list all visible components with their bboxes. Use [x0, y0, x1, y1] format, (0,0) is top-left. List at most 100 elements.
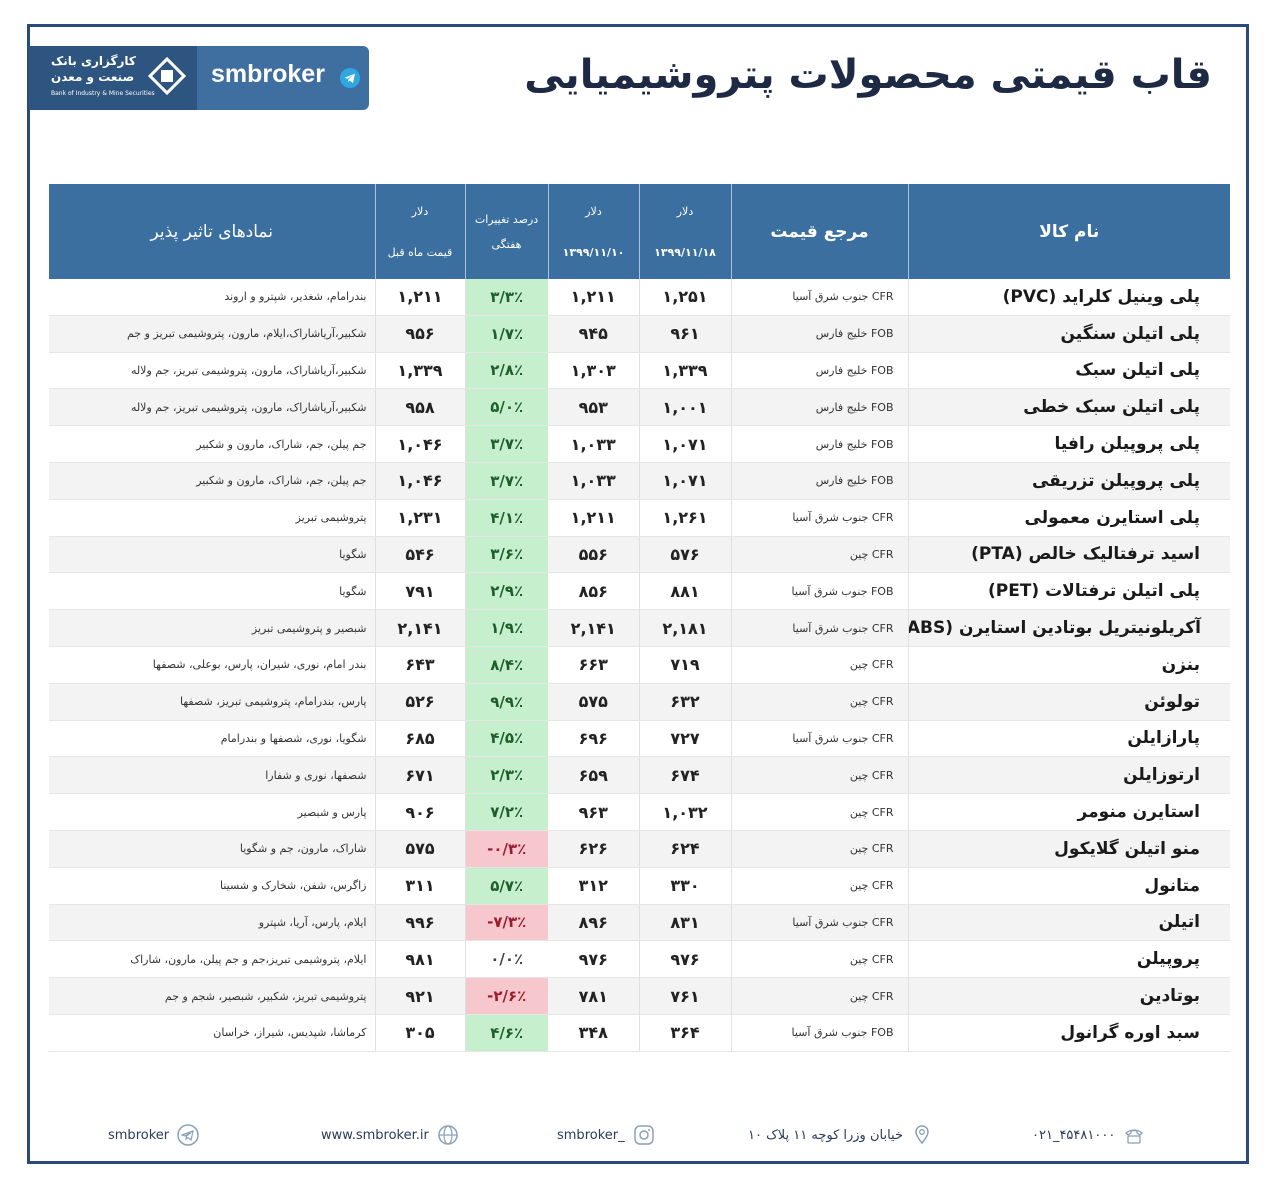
cell-price-reference: CFR چین — [731, 867, 909, 905]
table-row: شگویا، نوری، شصفها و بندرامام ۶۸۵ ۴/۵٪ ۶۹۶ ۷… — [49, 720, 1230, 758]
cell-prev-month-price: ۶۸۵ — [375, 720, 466, 758]
brand-banner: کارگزاری بانک صنعت و معدن Bank of Indust… — [29, 46, 369, 110]
cell-price-date-2: ۱,۰۳۳ — [548, 462, 640, 500]
cell-price-date-2: ۸۵۶ — [548, 572, 640, 611]
footer-website-label: www.smbroker.ir — [321, 1127, 429, 1143]
cell-price-date-1: ۳۳۰ — [639, 867, 732, 905]
cell-price-date-2: ۳۴۸ — [548, 1014, 640, 1052]
cell-prev-month-price: ۱,۲۳۱ — [375, 499, 466, 537]
cell-product-name: ارتوزایلن — [908, 756, 1230, 795]
footer-website[interactable]: www.smbroker.ir — [321, 1124, 459, 1146]
cell-product-name: سبد اوره گرانول — [908, 1014, 1230, 1052]
cell-weekly-change: ۴/۵٪ — [465, 720, 548, 758]
footer-telegram-label: smbroker — [108, 1127, 170, 1143]
cell-product-name: آکریلونیتریل بوتادین استایرن (ABS) — [908, 609, 1230, 647]
page-frame — [27, 24, 1249, 1164]
header-date-1: دلار ۱۳۹۹/۱۱/۱۸ — [638, 184, 731, 279]
cell-price-date-1: ۶۲۴ — [639, 830, 732, 868]
instagram-icon — [633, 1125, 654, 1145]
cell-price-date-2: ۵۷۵ — [548, 683, 640, 721]
cell-price-date-1: ۷۲۷ — [639, 720, 732, 758]
cell-weekly-change: ۳/۷٪ — [465, 462, 548, 500]
cell-weekly-change: -۲/۶٪ — [465, 977, 548, 1015]
cell-price-date-2: ۹۴۵ — [548, 315, 640, 353]
footer-telegram[interactable]: smbroker — [108, 1124, 199, 1146]
cell-price-reference: FOB جنوب شرق آسیا — [731, 1014, 909, 1052]
cell-price-reference: CFR چین — [731, 977, 909, 1015]
cell-price-date-2: ۸۹۶ — [548, 904, 640, 942]
cell-prev-month-price: ۵۲۶ — [375, 683, 466, 721]
cell-price-date-1: ۱,۰۷۱ — [639, 462, 732, 500]
cell-weekly-change: -۷/۳٪ — [465, 904, 548, 942]
cell-product-name: پلی اتیلن سبک خطی — [908, 388, 1230, 427]
cell-price-date-2: ۱,۳۰۳ — [548, 352, 640, 390]
cell-price-date-1: ۶۷۴ — [639, 756, 732, 795]
cell-price-date-1: ۶۳۲ — [639, 683, 732, 721]
cell-prev-month-price: ۱,۳۳۹ — [375, 352, 466, 390]
cell-price-date-1: ۷۱۹ — [639, 646, 732, 684]
cell-price-reference: CFR چین — [731, 536, 909, 574]
cell-price-reference: FOB خلیج فارس — [731, 388, 909, 427]
table-row: شاراک، مارون، جم و شگویا ۵۷۵ -۰/۳٪ ۶۲۶ ۶۲۴ CF… — [49, 830, 1230, 868]
table-row: شبصیر و پتروشیمی تبریز ۲,۱۴۱ ۱/۹٪ ۲,۱۴۱ ۲,۱۸… — [49, 609, 1230, 647]
table-row: پارس، بندرامام، پتروشیمی تبریز، شصفها ۵۲۶… — [49, 683, 1230, 721]
cell-product-name: پلی وینیل کلراید (PVC) — [908, 279, 1230, 316]
footer-phone[interactable]: ۰۲۱_۴۵۴۸۱۰۰۰ — [1032, 1124, 1145, 1146]
cell-price-reference: CFR چین — [731, 793, 909, 831]
cell-symbols: شگویا، نوری، شصفها و بندرامام — [49, 720, 376, 758]
cell-symbols: کرماشا، شپدیس، شیراز، خراسان — [49, 1014, 376, 1052]
cell-price-date-1: ۸۸۱ — [639, 572, 732, 611]
cell-price-date-2: ۷۸۱ — [548, 977, 640, 1015]
cell-price-date-1: ۹۶۱ — [639, 315, 732, 353]
cell-prev-month-price: ۹۸۱ — [375, 940, 466, 979]
cell-product-name: پلی استایرن معمولی — [908, 499, 1230, 537]
cell-price-reference: FOB خلیج فارس — [731, 352, 909, 390]
cell-prev-month-price: ۶۷۱ — [375, 756, 466, 795]
table-row: پارس و شبصیر ۹۰۶ ۷/۲٪ ۹۶۳ ۱,۰۳۲ CFR چین استایر… — [49, 793, 1230, 831]
cell-symbols: شبصیر و پتروشیمی تبریز — [49, 609, 376, 647]
cell-prev-month-price: ۱,۰۴۶ — [375, 425, 466, 463]
cell-price-date-2: ۶۶۳ — [548, 646, 640, 684]
cell-price-reference: FOB جنوب شرق آسیا — [731, 572, 909, 611]
telegram-icon — [340, 68, 360, 88]
footer-phone-label: ۰۲۱_۴۵۴۸۱۰۰۰ — [1032, 1127, 1116, 1143]
logo-line-2: صنعت و معدن — [51, 70, 135, 84]
cell-price-date-1: ۱,۲۵۱ — [639, 279, 732, 316]
cell-weekly-change: ۴/۶٪ — [465, 1014, 548, 1052]
cell-prev-month-price: ۳۰۵ — [375, 1014, 466, 1052]
cell-product-name: پلی پروپیلن تزریقی — [908, 462, 1230, 500]
cell-prev-month-price: ۹۵۶ — [375, 315, 466, 353]
cell-weekly-change: ۵/۷٪ — [465, 867, 548, 905]
cell-product-name: پارازایلن — [908, 720, 1230, 758]
cell-price-date-1: ۹۷۶ — [639, 940, 732, 979]
cell-weekly-change: ۱/۷٪ — [465, 315, 548, 353]
table-row: بندرامام، شغدیر، شپترو و اروند ۱,۲۱۱ ۳/۳٪ ۱… — [49, 279, 1230, 316]
cell-weekly-change: ۷/۲٪ — [465, 793, 548, 831]
table-row: پتروشیمی تبریز، شکبیر، شبصیر، شجم و جم ۹۲… — [49, 977, 1230, 1015]
table-row: ایلام، پارس، آریا، شپترو ۹۹۶ -۷/۳٪ ۸۹۶ ۸۳۱ CF… — [49, 904, 1230, 942]
cell-symbols: شگویا — [49, 536, 376, 574]
cell-price-reference: FOB خلیج فارس — [731, 462, 909, 500]
cell-price-date-1: ۱,۰۷۱ — [639, 425, 732, 463]
cell-weekly-change: -۰/۳٪ — [465, 830, 548, 868]
cell-symbols: شکبیر،آریاشاراک،ایلام، مارون، پتروشیمی ت… — [49, 315, 376, 353]
cell-price-date-1: ۳۶۴ — [639, 1014, 732, 1052]
table-row: پتروشیمی تبریز ۱,۲۳۱ ۴/۱٪ ۱,۲۱۱ ۱,۲۶۱ CFR جنو… — [49, 499, 1230, 537]
cell-prev-month-price: ۵۷۵ — [375, 830, 466, 868]
header-symbols: نمادهای تاثیر پذیر — [49, 184, 375, 279]
cell-product-name: اسید ترفتالیک خالص (PTA) — [908, 536, 1230, 574]
telegram-outline-icon — [177, 1124, 199, 1146]
cell-weekly-change: ۴/۱٪ — [465, 499, 548, 537]
cell-price-date-2: ۵۵۶ — [548, 536, 640, 574]
cell-product-name: استایرن منومر — [908, 793, 1230, 831]
cell-price-date-2: ۶۹۶ — [548, 720, 640, 758]
footer-address: خیابان وزرا کوچه ۱۱ پلاک ۱۰ — [748, 1124, 933, 1146]
location-pin-icon — [915, 1125, 929, 1145]
cell-product-name: تولوئن — [908, 683, 1230, 721]
footer: smbroker www.smbroker.ir smbroker_ خیابا… — [30, 1118, 1248, 1158]
cell-price-date-1: ۲,۱۸۱ — [639, 609, 732, 647]
cell-price-reference: FOB خلیج فارس — [731, 425, 909, 463]
cell-prev-month-price: ۱,۰۴۶ — [375, 462, 466, 500]
footer-instagram[interactable]: smbroker_ — [557, 1124, 655, 1146]
cell-symbols: ایلام، پارس، آریا، شپترو — [49, 904, 376, 942]
